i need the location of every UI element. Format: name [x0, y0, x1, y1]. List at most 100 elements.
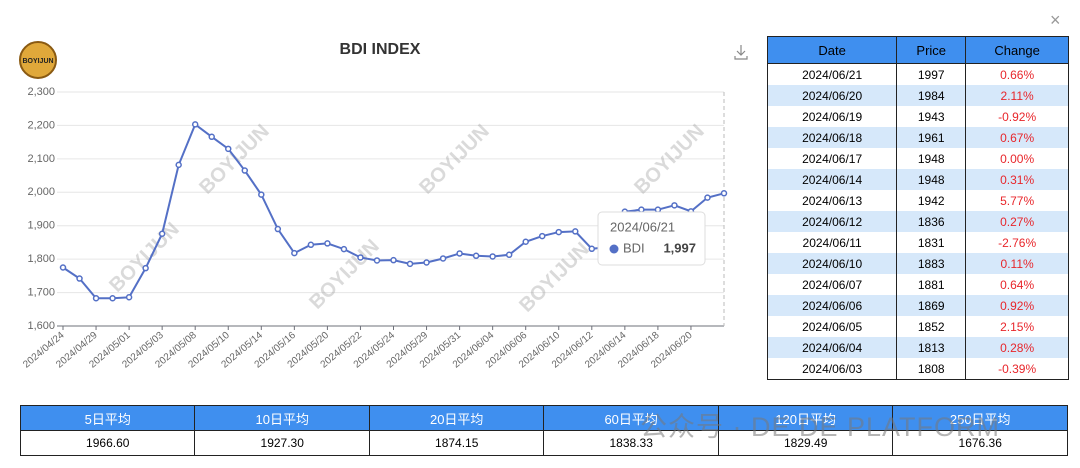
average-value: 1838.33 — [543, 430, 719, 456]
tooltip-date: 2024/06/21 — [610, 219, 675, 234]
y-tick-label: 1,800 — [27, 253, 55, 265]
table-cell: 0.66% — [965, 63, 1069, 85]
table-row: 2024/06/05 1852 2.15% — [766, 316, 1069, 337]
tooltip-series: BDI — [623, 240, 645, 255]
point — [125, 294, 133, 301]
table-cell: 1869 — [896, 295, 967, 316]
table-cell: 0.31% — [965, 169, 1069, 190]
table-row: 2024/06/10 1883 0.11% — [766, 253, 1069, 274]
overlay-watermark: 公众号 · DE DE PLATFORM — [640, 412, 1001, 442]
point — [76, 275, 83, 282]
point — [191, 121, 199, 128]
table-cell: 0.67% — [965, 127, 1069, 148]
table-cell: 2.11% — [965, 85, 1069, 106]
table-cell: 2024/06/11 — [766, 232, 898, 253]
table-cell: 1943 — [896, 106, 967, 127]
table-cell: 0.00% — [965, 148, 1069, 169]
table-cell: 2024/06/05 — [766, 316, 898, 337]
table-row: 2024/06/06 1869 0.92% — [766, 295, 1069, 316]
table-row: 2024/06/07 1881 0.64% — [766, 274, 1069, 295]
average-header: 10日平均 — [194, 405, 370, 431]
table-cell: 2024/06/17 — [766, 148, 898, 169]
watermark: BOYIJUN — [105, 218, 183, 296]
y-tick-label: 1,900 — [27, 220, 55, 232]
point — [406, 260, 414, 268]
table-cell: 0.92% — [965, 295, 1069, 316]
column-header: Change — [965, 36, 1069, 64]
logo-text: BOYIJUN — [22, 58, 53, 65]
table-row: 2024/06/20 1984 2.11% — [766, 85, 1069, 106]
price-table: Date Price Change 2024/06/21 1997 0.66% 2024/0… — [766, 36, 1069, 380]
point — [704, 194, 711, 201]
table-cell: 2024/06/20 — [766, 85, 898, 106]
point — [274, 225, 282, 233]
table-row: 2024/06/11 1831 -2.76% — [766, 232, 1069, 253]
table-cell: 2024/06/07 — [766, 274, 898, 295]
table-cell: 2024/06/06 — [766, 295, 898, 316]
point — [423, 259, 430, 266]
point — [720, 190, 728, 197]
point — [241, 167, 249, 174]
watermark: BOYIJUN — [515, 238, 593, 316]
table-row: 2024/06/14 1948 0.31% — [766, 169, 1069, 190]
table-cell: 1836 — [896, 211, 967, 232]
point — [456, 250, 463, 257]
y-tick-label: 2,000 — [27, 186, 55, 198]
point — [175, 161, 182, 169]
point — [324, 240, 331, 247]
table-row: 2024/06/17 1948 0.00% — [766, 148, 1069, 169]
chart-title: BDI INDEX — [340, 41, 421, 58]
table-cell: 1961 — [896, 127, 967, 148]
table-cell: -0.39% — [965, 358, 1069, 380]
table-cell: 1883 — [896, 253, 967, 274]
close-button[interactable]: × — [1050, 10, 1061, 30]
y-tick-label: 2,200 — [27, 119, 55, 131]
table-cell: 1948 — [896, 169, 967, 190]
point — [59, 264, 67, 271]
table-row: 2024/06/12 1836 0.27% — [766, 211, 1069, 232]
table-row: 2024/06/13 1942 5.77% — [766, 190, 1069, 211]
point — [671, 202, 678, 209]
point — [373, 257, 381, 264]
table-cell: 1997 — [896, 63, 967, 85]
table-cell: -2.76% — [965, 232, 1069, 253]
watermark: BOYIJUN — [415, 120, 493, 198]
download-icon[interactable] — [734, 45, 748, 60]
table-cell: 0.27% — [965, 211, 1069, 232]
average-value: 1676.36 — [892, 430, 1068, 456]
column-header: Price — [896, 36, 967, 64]
table-cell: 1813 — [896, 337, 967, 358]
table-cell: 2024/06/03 — [766, 358, 898, 380]
tooltip-value: 1,997 — [663, 240, 696, 255]
table-cell: 1808 — [896, 358, 967, 380]
point — [439, 255, 447, 262]
point — [572, 228, 579, 235]
table-cell: 1984 — [896, 85, 967, 106]
point — [109, 295, 116, 302]
column-header: Date — [766, 36, 898, 64]
point — [92, 295, 100, 302]
y-tick-label: 1,600 — [27, 320, 55, 332]
point — [522, 238, 529, 246]
point — [158, 230, 166, 237]
table-cell: 2024/06/13 — [766, 190, 898, 211]
table-cell: 1881 — [896, 274, 967, 295]
point — [505, 251, 513, 259]
table-cell: 1852 — [896, 316, 967, 337]
point — [291, 249, 298, 257]
table-row: 2024/06/03 1808 -0.39% — [766, 358, 1069, 380]
average-header: 5日平均 — [19, 405, 196, 431]
watermark: BOYIJUN — [630, 120, 708, 198]
table-cell: 2024/06/19 — [766, 106, 898, 127]
point — [390, 256, 397, 264]
table-cell: 0.28% — [965, 337, 1069, 358]
point — [357, 254, 364, 261]
table-cell: 2024/06/12 — [766, 211, 898, 232]
table-cell: 0.11% — [965, 253, 1069, 274]
table-cell: -0.92% — [965, 106, 1069, 127]
table-cell: 2024/06/21 — [766, 63, 898, 85]
y-tick-label: 1,700 — [27, 286, 55, 298]
table-cell: 2024/06/10 — [766, 253, 898, 274]
average-value: 1927.30 — [194, 430, 370, 456]
